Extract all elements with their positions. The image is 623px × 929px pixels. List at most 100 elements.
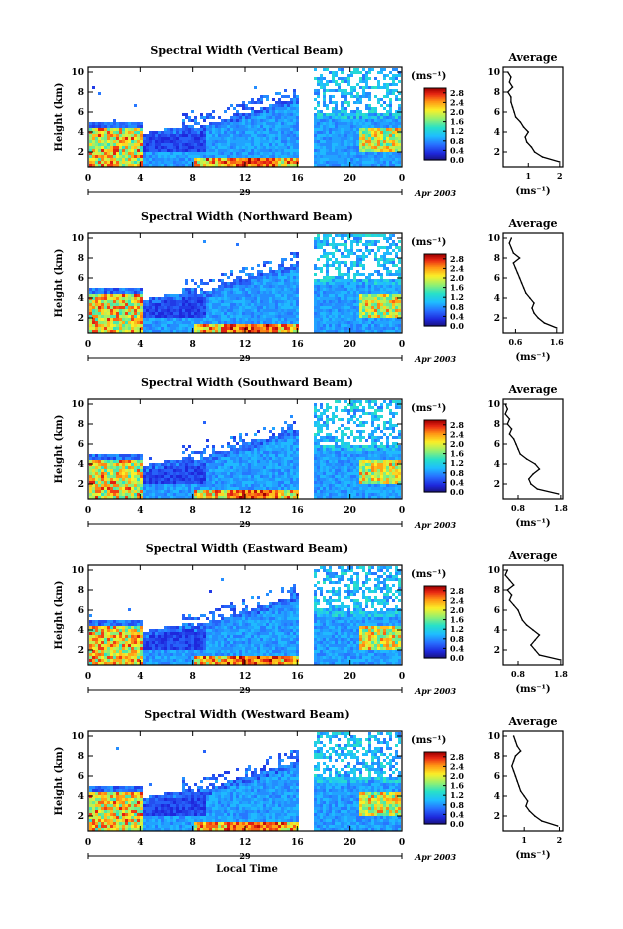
y-tick-label: 2 [78, 646, 84, 656]
profile-point [506, 91, 509, 93]
profile-point [510, 76, 512, 78]
y-tick-label: 10 [71, 68, 84, 78]
x-tick-label: 4 [137, 340, 143, 350]
x-tick-label: 8 [190, 506, 196, 516]
profile-title: Average [507, 217, 557, 230]
colorbar: 0.00.40.81.21.62.02.42.8 [423, 751, 464, 829]
profile-point [519, 790, 522, 792]
colorbar-tick-label: 1.6 [450, 449, 464, 459]
x-tick-label: 16 [291, 672, 304, 682]
profile-point [508, 81, 511, 83]
profile-point [518, 277, 521, 279]
colorbar: 0.00.40.81.21.62.02.42.8 [423, 87, 464, 165]
profile-point [522, 287, 525, 289]
profile-point [537, 317, 539, 319]
profile-x-tick-label: 2 [557, 171, 563, 181]
date-month-year: Apr 2003 [414, 686, 457, 696]
x-tick-label: 0 [399, 174, 405, 184]
panel-title: Spectral Width (Southward Beam) [141, 376, 353, 389]
profile-point [512, 438, 515, 440]
colorbar-tick-label: 0.8 [450, 634, 464, 644]
profile-y-tick-label: 10 [487, 566, 500, 576]
profile-y-tick-label: 4 [494, 294, 500, 304]
profile-point [506, 423, 509, 425]
profile-x-tick-label: 0.8 [511, 503, 525, 513]
colorbar-tick-label: 1.2 [450, 126, 464, 136]
profile-point [534, 463, 536, 465]
profile-point [512, 262, 515, 264]
profile-point [533, 151, 536, 153]
date-day: 29 [239, 851, 251, 861]
average-profile: Average 2 4 6 8 10 0.8 1.8 (ms⁻¹) [487, 549, 568, 695]
profile-point [516, 745, 518, 747]
profile-point [514, 740, 517, 742]
profile-point [533, 302, 535, 304]
profile-line [511, 735, 558, 827]
y-tick-label: 6 [78, 108, 84, 118]
profile-y-tick-label: 8 [494, 88, 500, 98]
x-tick-label: 16 [291, 340, 304, 350]
profile-y-tick-label: 2 [494, 314, 500, 324]
y-tick-label: 4 [78, 294, 84, 304]
y-tick-label: 2 [78, 480, 84, 490]
colorbar-tick-label: 1.6 [450, 781, 464, 791]
panel-5: Spectral Width (Westward Beam)246810Heig… [54, 708, 564, 875]
profile-x-axis-label: (ms⁻¹) [515, 518, 550, 529]
colorbar-tick-label: 2.8 [450, 254, 464, 264]
profile-point [508, 433, 511, 435]
profile-point [555, 327, 558, 329]
profile-point [512, 760, 515, 762]
profile-point [525, 805, 527, 807]
colorbar-tick-label: 1.6 [450, 117, 464, 127]
profile-point [524, 136, 526, 138]
panel-3: Spectral Width (Southward Beam) 2 4 6 8 10 Hei… [54, 376, 568, 530]
y-tick-label: 4 [78, 626, 84, 636]
profile-point [543, 322, 546, 324]
profile-point [541, 820, 543, 822]
colorbar-tick-label: 2.4 [450, 263, 464, 273]
profile-y-tick-label: 2 [494, 812, 500, 822]
profile-y-tick-label: 4 [494, 626, 500, 636]
profile-point [527, 131, 530, 133]
profile-point [532, 473, 534, 475]
profile-y-tick-label: 6 [494, 274, 500, 284]
profile-point [529, 297, 531, 299]
colorbar: 0.00.40.81.21.62.02.42.8 [423, 585, 464, 663]
x-tick-label: 0 [85, 340, 91, 350]
panel-1: Spectral Width (Vertical Beam)246810Heig… [54, 44, 564, 198]
profile-point [521, 619, 524, 621]
y-tick-label: 6 [78, 440, 84, 450]
profile-line [504, 403, 559, 495]
y-tick-label: 10 [71, 400, 84, 410]
profile-point [514, 755, 517, 757]
profile-y-tick-label: 4 [494, 460, 500, 470]
date-month-year: Apr 2003 [414, 188, 457, 198]
colorbar-tick-label: 0.8 [450, 302, 464, 312]
colorbar-tick-label: 2.8 [450, 88, 464, 98]
profile-point [506, 71, 509, 73]
panel-title: Spectral Width (Vertical Beam) [150, 44, 343, 57]
y-tick-label: 4 [78, 128, 84, 138]
profile-point [513, 111, 515, 113]
colorbar-tick-label: 2.0 [450, 605, 464, 615]
colorbar-tick-label: 0.4 [450, 809, 464, 819]
profile-point [516, 272, 519, 274]
profile-point [511, 106, 514, 108]
colorbar-tick-label: 0.8 [450, 136, 464, 146]
profile-point [525, 141, 528, 143]
y-tick-label: 6 [78, 772, 84, 782]
profile-point [526, 800, 529, 802]
profile-line [508, 237, 558, 329]
profile-x-tick-label: 1 [525, 171, 531, 181]
profile-point [520, 282, 523, 284]
colorbar-tick-label: 0.0 [450, 819, 464, 829]
profile-point [512, 604, 515, 606]
colorbar-tick-label: 0.0 [450, 653, 464, 663]
profile-point [512, 735, 515, 737]
profile-y-tick-label: 8 [494, 586, 500, 596]
profile-point [519, 614, 521, 616]
y-tick-label: 8 [78, 586, 84, 596]
profile-point [518, 785, 520, 787]
x-tick-label: 20 [343, 506, 356, 516]
profile-point [536, 488, 539, 490]
